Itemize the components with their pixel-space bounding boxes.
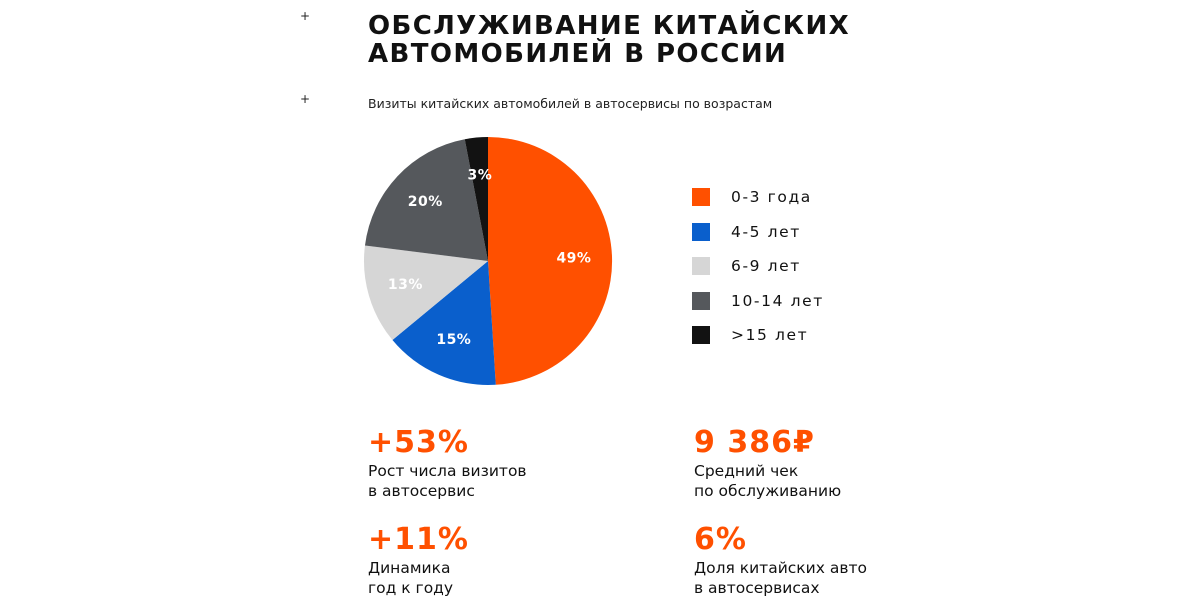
legend-label: 10-14 лет <box>731 291 824 310</box>
stat-description-line: по обслуживанию <box>694 482 842 500</box>
legend-label: 6-9 лет <box>731 257 801 276</box>
pie-chart: 49% 15% 13% 20% 3% <box>364 136 613 386</box>
pie-slice-2 <box>392 261 496 386</box>
pie-slice-3 <box>364 245 488 341</box>
stat-description-line: год к году <box>368 579 454 597</box>
legend-swatch <box>692 326 710 345</box>
pie-slice-label-4: 20% <box>408 194 443 210</box>
pie-slice-label-2: 15% <box>436 332 471 348</box>
stat-description-line: Доля китайских авто <box>694 559 867 577</box>
stat-description-line: в автосервис <box>368 482 475 500</box>
stat-description: Динамика год к году <box>368 558 668 598</box>
pie-slice-label-3: 13% <box>388 277 423 293</box>
chart-title: Визиты китайских автомобилей в автосерви… <box>368 96 773 111</box>
pie-slice-5 <box>464 137 488 261</box>
stat-description-line: в автосервисах <box>694 579 820 597</box>
stat-description: Доля китайских авто в автосервисах <box>694 558 994 598</box>
stat-block-average-check: 9 386₽ Средний чек по обслуживанию <box>694 426 994 501</box>
pie-slice-label-5: 3% <box>468 167 493 183</box>
stat-value: 9 386₽ <box>694 425 815 460</box>
legend-item-5: >15 лет <box>692 318 824 353</box>
pie-slice-1 <box>488 136 613 385</box>
stat-description: Рост числа визитов в автосервис <box>368 461 668 501</box>
stat-block-visit-growth: +53% Рост числа визитов в автосервис <box>368 426 668 501</box>
stat-block-yoy-dynamics: +11% Динамика год к году <box>368 523 668 598</box>
stat-value: +53% <box>368 425 469 460</box>
page-title: ОБСЛУЖИВАНИЕ КИТАЙСКИХ АВТОМОБИЛЕЙ В РОС… <box>368 12 968 68</box>
legend-label: >15 лет <box>731 326 809 345</box>
pie-labels: 49% 15% 13% 20% 3% <box>388 167 591 348</box>
legend-swatch <box>692 291 710 310</box>
legend-label: 0-3 года <box>731 188 812 207</box>
pie-slice-label-1: 49% <box>556 250 591 266</box>
plus-decor-mark: + <box>300 9 311 23</box>
legend-label: 4-5 лет <box>731 222 801 241</box>
stat-block-chinese-share: 6% Доля китайских авто в автосервисах <box>694 523 994 598</box>
legend-swatch <box>692 188 710 207</box>
stat-description-line: Динамика <box>368 559 451 577</box>
legend-item-4: 10-14 лет <box>692 284 824 319</box>
legend-item-2: 4-5 лет <box>692 215 824 250</box>
stat-description-line: Рост числа визитов <box>368 462 527 480</box>
pie-slice-4 <box>364 139 488 261</box>
plus-decor-mark: + <box>300 92 311 106</box>
stat-description: Средний чек по обслуживанию <box>694 461 994 501</box>
page-title-line-1: ОБСЛУЖИВАНИЕ КИТАЙСКИХ <box>368 11 851 41</box>
legend-swatch <box>692 222 710 241</box>
stat-value: 6% <box>694 522 747 557</box>
legend-item-1: 0-3 года <box>692 180 824 215</box>
pie-slices <box>364 136 613 386</box>
legend-swatch <box>692 257 710 276</box>
page-title-line-2: АВТОМОБИЛЕЙ В РОССИИ <box>368 39 788 69</box>
chart-legend: 0-3 года 4-5 лет 6-9 лет 10-14 лет >15 лет <box>692 180 824 353</box>
stat-description-line: Средний чек <box>694 462 799 480</box>
stat-value: +11% <box>368 522 469 557</box>
legend-item-3: 6-9 лет <box>692 249 824 284</box>
